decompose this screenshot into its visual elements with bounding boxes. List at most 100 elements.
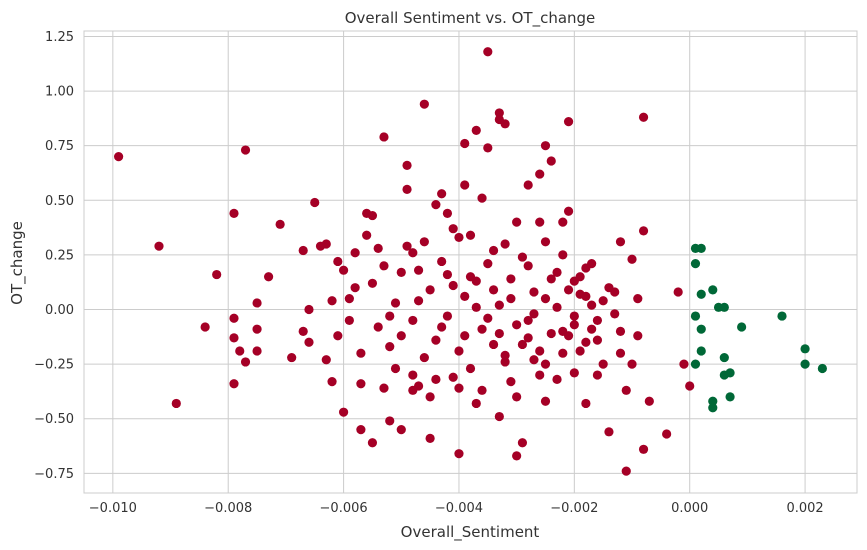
data-point <box>529 355 539 365</box>
data-point <box>540 396 551 406</box>
data-point <box>252 346 262 356</box>
scatter-points <box>114 47 827 476</box>
data-point <box>540 141 551 151</box>
x-tick-label: 0.002 <box>786 501 823 516</box>
data-point <box>621 466 631 476</box>
data-point <box>500 119 510 129</box>
chart-title: Overall Sentiment vs. OT_change <box>345 9 596 28</box>
data-point <box>696 324 706 334</box>
y-tick-label: −0.25 <box>34 358 74 373</box>
data-point <box>638 112 649 122</box>
data-point <box>638 226 649 236</box>
data-point <box>425 285 435 295</box>
data-point <box>373 322 383 332</box>
data-point <box>523 333 533 343</box>
data-point <box>402 241 412 251</box>
data-point <box>546 156 556 166</box>
x-tick-label: 0.000 <box>671 501 708 516</box>
data-point <box>431 200 441 210</box>
data-point <box>310 197 320 208</box>
data-point <box>662 429 672 439</box>
data-point <box>471 276 481 286</box>
data-point <box>800 344 810 354</box>
data-point <box>512 320 522 330</box>
data-point <box>592 315 603 326</box>
data-point <box>552 302 562 312</box>
y-tick-label: 1.25 <box>45 30 74 45</box>
data-point <box>592 370 603 380</box>
data-point <box>477 193 487 203</box>
data-point <box>546 274 556 284</box>
y-axis-label: OT_change <box>8 221 27 305</box>
data-point <box>719 352 729 363</box>
data-point <box>471 398 481 409</box>
data-point <box>114 152 124 162</box>
data-point <box>442 311 453 321</box>
data-point <box>696 243 706 253</box>
data-point <box>610 309 620 319</box>
data-point <box>396 267 406 277</box>
data-point <box>396 331 406 341</box>
data-point <box>154 241 164 251</box>
data-point <box>321 239 331 249</box>
x-axis-label: Overall_Sentiment <box>401 523 540 542</box>
data-point <box>252 298 262 308</box>
data-point <box>235 346 245 356</box>
data-point <box>212 269 222 280</box>
data-point <box>344 315 354 326</box>
y-tick-label: −0.75 <box>34 467 74 482</box>
data-point <box>581 263 591 273</box>
data-point <box>263 272 274 282</box>
data-point <box>558 348 568 358</box>
data-point <box>488 339 499 350</box>
data-point <box>350 283 360 293</box>
data-point <box>460 138 470 149</box>
data-point <box>627 359 637 369</box>
x-tick-label: −0.004 <box>435 501 483 516</box>
data-point <box>685 381 695 391</box>
data-point <box>402 184 412 194</box>
data-point <box>523 261 533 271</box>
data-point <box>575 272 585 282</box>
data-point <box>471 302 481 312</box>
data-point <box>563 285 574 295</box>
y-tick-label: 1.00 <box>45 85 74 100</box>
data-point <box>627 254 637 264</box>
data-point <box>338 265 349 275</box>
data-point <box>390 363 401 374</box>
data-point <box>517 252 528 262</box>
data-point <box>437 322 447 332</box>
data-point <box>575 289 585 299</box>
data-point <box>448 372 458 382</box>
data-point <box>500 357 510 367</box>
data-point <box>367 438 378 448</box>
data-point <box>558 217 568 227</box>
data-point <box>506 293 516 304</box>
data-point <box>500 239 510 249</box>
data-point <box>356 379 366 389</box>
data-point <box>229 313 239 323</box>
data-point <box>587 300 597 310</box>
data-point <box>396 425 406 435</box>
data-point <box>540 359 551 369</box>
data-point <box>171 398 181 409</box>
y-tick-label: 0.25 <box>45 248 74 263</box>
data-point <box>437 189 447 199</box>
data-point <box>356 348 366 358</box>
data-point <box>696 346 706 356</box>
data-point <box>546 328 556 339</box>
data-point <box>344 293 354 304</box>
data-point <box>494 108 504 118</box>
data-point <box>367 278 378 288</box>
data-point <box>563 206 574 216</box>
data-point <box>494 300 504 310</box>
data-point <box>379 261 389 271</box>
data-point <box>379 132 389 142</box>
data-point <box>540 237 551 247</box>
data-point <box>460 180 470 190</box>
x-tick-label: −0.008 <box>204 501 252 516</box>
data-point <box>569 311 579 321</box>
data-point <box>615 348 626 358</box>
data-point <box>477 385 487 395</box>
